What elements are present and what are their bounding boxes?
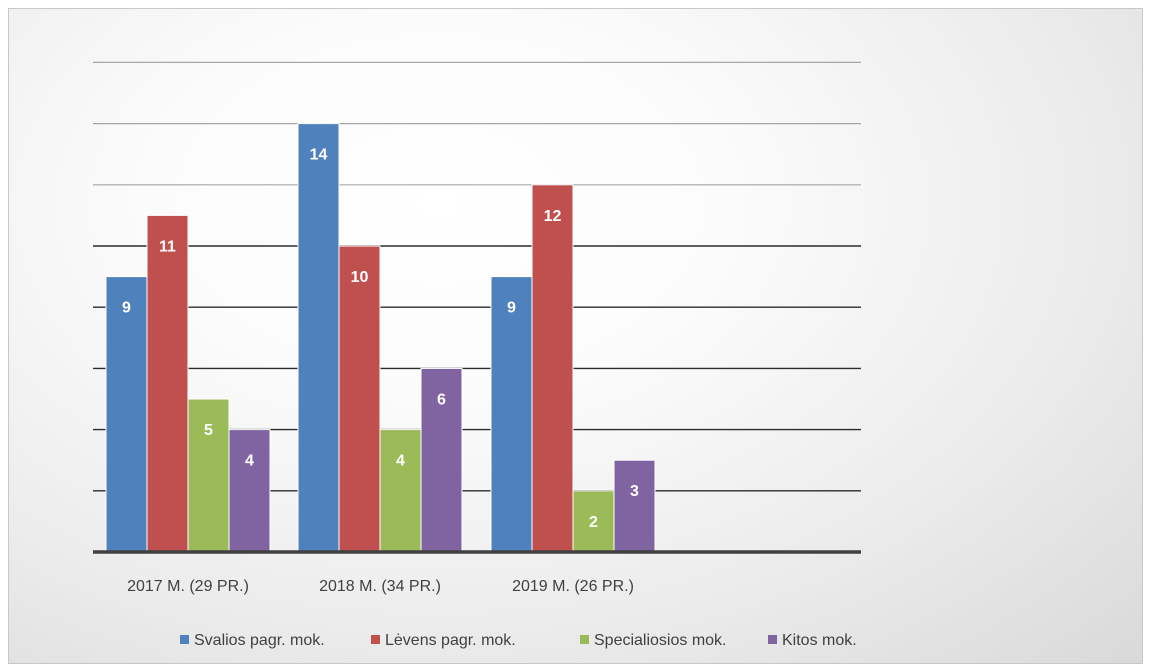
data-label: 9	[507, 300, 516, 317]
legend-item: Lėvens pagr. mok.	[371, 632, 516, 649]
legend-label: Svalios pagr. mok.	[194, 632, 325, 649]
data-label: 14	[310, 147, 328, 164]
legend-item: Kitos mok.	[768, 632, 857, 649]
data-label: 3	[630, 483, 639, 500]
legend-swatch	[371, 635, 380, 644]
x-axis: 2017 M. (29 PR.) 2018 M. (34 PR.) 2019 M. …	[93, 550, 861, 595]
legend-item: Svalios pagr. mok.	[180, 632, 325, 649]
bar	[420, 367, 463, 553]
bar	[379, 429, 422, 553]
legend-label: Specialiosios mok.	[594, 632, 727, 649]
bar-chart: 9 11 5 4 14 10 4 6 9 12 2 3 2017 M. (29 PR.) 2018 M.…	[93, 61, 861, 649]
chart-area: 9 11 5 4 14 10 4 6 9 12 2 3 2017 M. (29 PR.) 2018 M.…	[8, 8, 1143, 664]
bar	[338, 245, 381, 553]
data-labels: 9 11 5 4 14 10 4 6 9 12 2 3	[122, 147, 639, 531]
bar	[146, 214, 189, 553]
bar	[613, 459, 656, 553]
data-label: 4	[396, 453, 405, 470]
data-label: 11	[159, 238, 176, 255]
legend-item: Specialiosios mok.	[580, 632, 727, 649]
data-label: 4	[245, 453, 254, 470]
bar	[228, 429, 271, 553]
data-label: 5	[204, 422, 213, 439]
data-label: 9	[122, 300, 131, 317]
data-label: 2	[589, 514, 598, 531]
bar	[187, 398, 230, 553]
legend: Svalios pagr. mok. Lėvens pagr. mok. Speci…	[180, 632, 857, 649]
legend-swatch	[768, 635, 777, 644]
bar	[531, 184, 574, 553]
legend-swatch	[580, 635, 589, 644]
x-tick-label: 2018 M. (34 PR.)	[319, 578, 441, 595]
legend-label: Lėvens pagr. mok.	[385, 632, 516, 649]
x-tick-label: 2017 M. (29 PR.)	[127, 578, 249, 595]
data-label: 10	[351, 269, 369, 286]
data-label: 6	[437, 391, 446, 408]
x-tick-label: 2019 M. (26 PR.)	[512, 578, 634, 595]
bar	[105, 276, 148, 553]
bars	[105, 123, 656, 553]
bar	[490, 276, 533, 553]
legend-swatch	[180, 635, 189, 644]
data-label: 12	[544, 208, 562, 225]
legend-label: Kitos mok.	[782, 632, 857, 649]
bar	[297, 123, 340, 553]
